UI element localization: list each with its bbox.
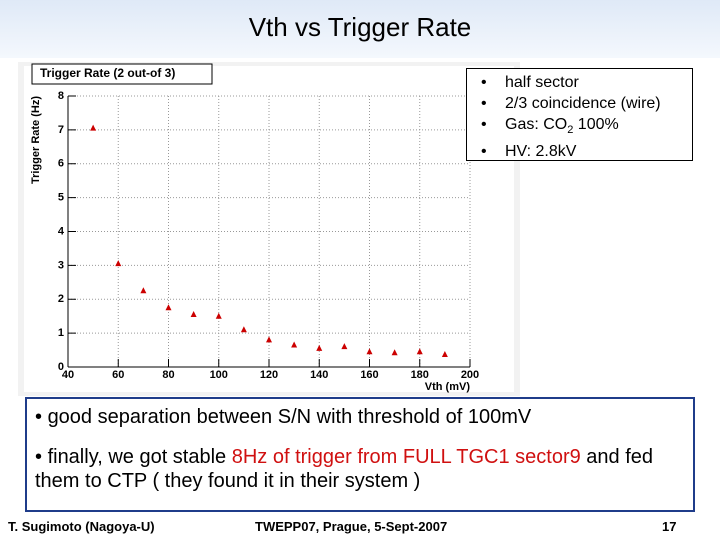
condition-text: Gas: CO — [505, 116, 568, 133]
data-point — [215, 312, 222, 319]
condition: HV: 2.8kV — [481, 141, 692, 162]
x-axis-label: Vth (mV) — [425, 381, 471, 393]
data-point — [416, 348, 423, 355]
data-point — [115, 260, 122, 267]
y-tick-label: 7 — [58, 124, 64, 136]
data-point — [140, 287, 147, 294]
x-tick-label: 200 — [461, 369, 479, 381]
chart-title-box — [31, 63, 213, 85]
title-band — [0, 0, 720, 58]
x-tick-label: 100 — [210, 369, 228, 381]
data-point — [366, 348, 373, 355]
data-point — [341, 343, 348, 350]
condition: half sector — [481, 72, 692, 93]
bullet-text: and fed them to CTP ( they found it in t… — [35, 446, 654, 492]
condition: Gas: CO2 100% — [481, 114, 692, 141]
data-point — [240, 326, 247, 333]
data-point — [291, 341, 298, 348]
condition: 2/3 coincidence (wire) — [481, 93, 692, 114]
x-tick-label: 160 — [360, 369, 378, 381]
x-tick-label: 180 — [411, 369, 429, 381]
footer-venue: TWEPP07, Prague, 5-Sept-2007 — [255, 519, 448, 534]
data-point — [441, 350, 448, 357]
x-tick-label: 140 — [310, 369, 328, 381]
data-point — [391, 349, 398, 356]
x-tick-label: 80 — [162, 369, 174, 381]
subscript: 2 — [567, 124, 574, 137]
y-tick-label: 2 — [58, 293, 64, 305]
x-tick-label: 40 — [62, 369, 74, 381]
summary-box: • good separation between S/N with thres… — [25, 397, 695, 512]
footer-author: T. Sugimoto (Nagoya-U) — [8, 519, 155, 534]
y-tick-label: 1 — [58, 327, 64, 339]
bullet: • finally, we got stable 8Hz of trigger … — [35, 446, 654, 492]
y-tick-label: 8 — [58, 90, 64, 102]
y-tick-label: 0 — [58, 361, 64, 373]
page-number: 17 — [662, 519, 677, 534]
y-tick-label: 6 — [58, 158, 64, 170]
slide-title: Vth vs Trigger Rate — [248, 12, 472, 42]
x-tick-label: 120 — [260, 369, 278, 381]
data-point — [90, 124, 97, 131]
data-point — [316, 344, 323, 351]
data-point — [266, 336, 272, 343]
bullet-text: good separation between S/N with thresho… — [47, 406, 532, 428]
bullet: • good separation between S/N with thres… — [35, 406, 532, 428]
bullet-text: finally, we got stable — [47, 446, 232, 468]
y-axis-label: Trigger Rate (Hz) — [30, 96, 42, 184]
condition-text: 100% — [573, 116, 619, 133]
x-tick-label: 60 — [112, 369, 124, 381]
conditions-box: half sector 2/3 coincidence (wire) Gas: … — [466, 68, 693, 161]
y-tick-label: 5 — [58, 192, 64, 204]
chart: Trigger Rate (2 out-of 3) 0 1 2 3 4 5 6 7 8 40 60 8… — [18, 62, 520, 396]
data-point — [190, 310, 197, 317]
y-tick-label: 3 — [58, 259, 64, 271]
chart-title: Trigger Rate (2 out-of 3) — [40, 66, 175, 80]
highlight: 8Hz of trigger from FULL TGC1 sector9 — [231, 446, 581, 468]
data-point — [165, 304, 172, 311]
y-tick-label: 4 — [58, 225, 65, 237]
